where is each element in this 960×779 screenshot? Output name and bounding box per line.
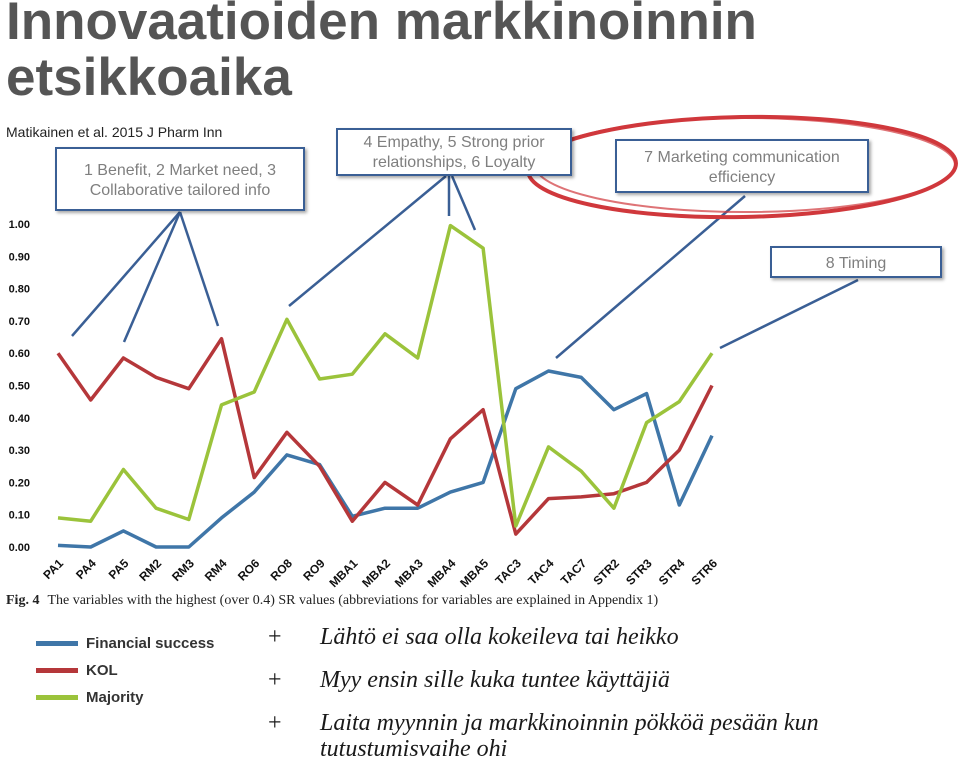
- x-tick-label: RM4: [202, 556, 230, 584]
- figure-caption: Fig. 4 The variables with the highest (ov…: [6, 593, 658, 609]
- x-tick-label: RO6: [235, 556, 263, 584]
- legend-item-majority: Majority: [36, 684, 214, 711]
- pointer-communication: [555, 195, 746, 359]
- x-tick-label: TAC4: [525, 556, 557, 588]
- x-tick-label: RM3: [169, 556, 197, 584]
- series-line-majority: [57, 223, 714, 528]
- pointer-benefit: [71, 211, 181, 337]
- bullet-item: + Myy ensin sille kuka tuntee käyttäjiä: [268, 667, 948, 693]
- bullet-marker: +: [268, 667, 282, 693]
- pointer-market-need: [122, 211, 182, 343]
- bullet-text: Lähtö ei saa olla kokeileva tai heikko: [320, 624, 679, 650]
- y-tick-label: 1.00: [9, 219, 30, 231]
- y-tick-label: 0.50: [9, 381, 30, 393]
- figure-caption-text: The variables with the highest (over 0.4…: [47, 593, 659, 608]
- callout-empathy-relationships-loyalty: 4 Empathy, 5 Strong prior relationships,…: [336, 128, 572, 176]
- legend-item-financial-success: Financial success: [36, 630, 214, 657]
- y-tick-label: 0.80: [9, 284, 30, 296]
- legend-label: KOL: [86, 662, 118, 679]
- y-tick-label: 0.20: [9, 477, 30, 489]
- x-tick-label: PA4: [73, 556, 99, 582]
- legend-swatch-kol: [36, 668, 78, 673]
- pointer-loyalty: [450, 175, 477, 231]
- x-tick-label: STR6: [689, 556, 721, 588]
- y-tick-label: 0.90: [9, 251, 30, 263]
- legend-item-kol: KOL: [36, 657, 214, 684]
- x-tick-label: PA5: [106, 556, 132, 582]
- series-lines: [56, 223, 714, 549]
- callout-benefit-need-info: 1 Benefit, 2 Market need, 3 Collaborativ…: [55, 147, 305, 211]
- x-tick-label: MBA1: [326, 556, 360, 590]
- bullet-item: + Lähtö ei saa olla kokeileva tai heikko: [268, 624, 948, 650]
- x-tick-label: STR3: [623, 556, 655, 588]
- citation: Matikainen et al. 2015 J Pharm Inn: [6, 124, 223, 140]
- bullet-marker: +: [268, 710, 282, 736]
- chart-legend: Financial success KOL Majority: [36, 630, 214, 711]
- y-tick-label: 0.60: [9, 348, 30, 360]
- bullet-item: + Laita myynnin ja markkinoinnin pökköä …: [268, 710, 948, 762]
- legend-label: Financial success: [86, 635, 215, 652]
- x-tick-label: RO9: [300, 556, 328, 584]
- x-tick-label: TAC7: [558, 556, 590, 588]
- x-tick-label: MBA3: [392, 556, 426, 590]
- x-tick-label: STR2: [590, 556, 622, 588]
- legend-swatch-majority: [36, 695, 78, 700]
- y-tick-label: 0.70: [9, 316, 30, 328]
- y-tick-label: 0.00: [9, 542, 30, 554]
- x-tick-label: MBA5: [457, 556, 491, 590]
- pointer-empathy: [288, 175, 447, 307]
- x-tick-label: PA1: [40, 556, 66, 582]
- y-tick-label: 0.40: [9, 413, 30, 425]
- y-axis-ticks: 0.00 0.10 0.20 0.30 0.40 0.50 0.60 0.70 0.80 0.90…: [9, 219, 30, 554]
- series-line-financial-success: [57, 369, 714, 549]
- legend-label: Majority: [86, 689, 144, 706]
- bullet-marker: +: [268, 624, 282, 650]
- bullet-text: Laita myynnin ja markkinoinnin pökköä pe…: [320, 710, 819, 762]
- x-tick-label: MBA4: [425, 556, 459, 590]
- x-tick-label: MBA2: [359, 556, 393, 590]
- callout-marketing-communication: 7 Marketing communication efficiency: [615, 139, 869, 193]
- bullet-text: Myy ensin sille kuka tuntee käyttäjiä: [320, 667, 670, 693]
- figure-label: Fig. 4: [6, 593, 40, 608]
- y-tick-label: 0.30: [9, 445, 30, 457]
- x-tick-label: TAC3: [492, 556, 524, 588]
- slide-title: Innovaatioiden markkinoinnin etsikkoaika: [6, 0, 757, 107]
- callout-timing: 8 Timing: [770, 246, 942, 278]
- y-tick-label: 0.10: [9, 510, 30, 522]
- bullet-list: + Lähtö ei saa olla kokeileva tai heikko…: [268, 624, 948, 779]
- x-tick-label: STR4: [656, 556, 688, 588]
- pointer-tailored-info: [178, 211, 220, 327]
- x-tick-label: RM2: [136, 556, 164, 584]
- x-tick-label: RO8: [268, 556, 296, 584]
- x-axis-ticks: PA1 PA4 PA5 RM2 RM3 RM4 RO6 RO8 RO9MBA1MBA2MBA3M…: [40, 556, 720, 590]
- pointer-timing: [719, 278, 859, 350]
- legend-swatch-financial-success: [36, 641, 78, 646]
- callout-pointers: [71, 175, 859, 359]
